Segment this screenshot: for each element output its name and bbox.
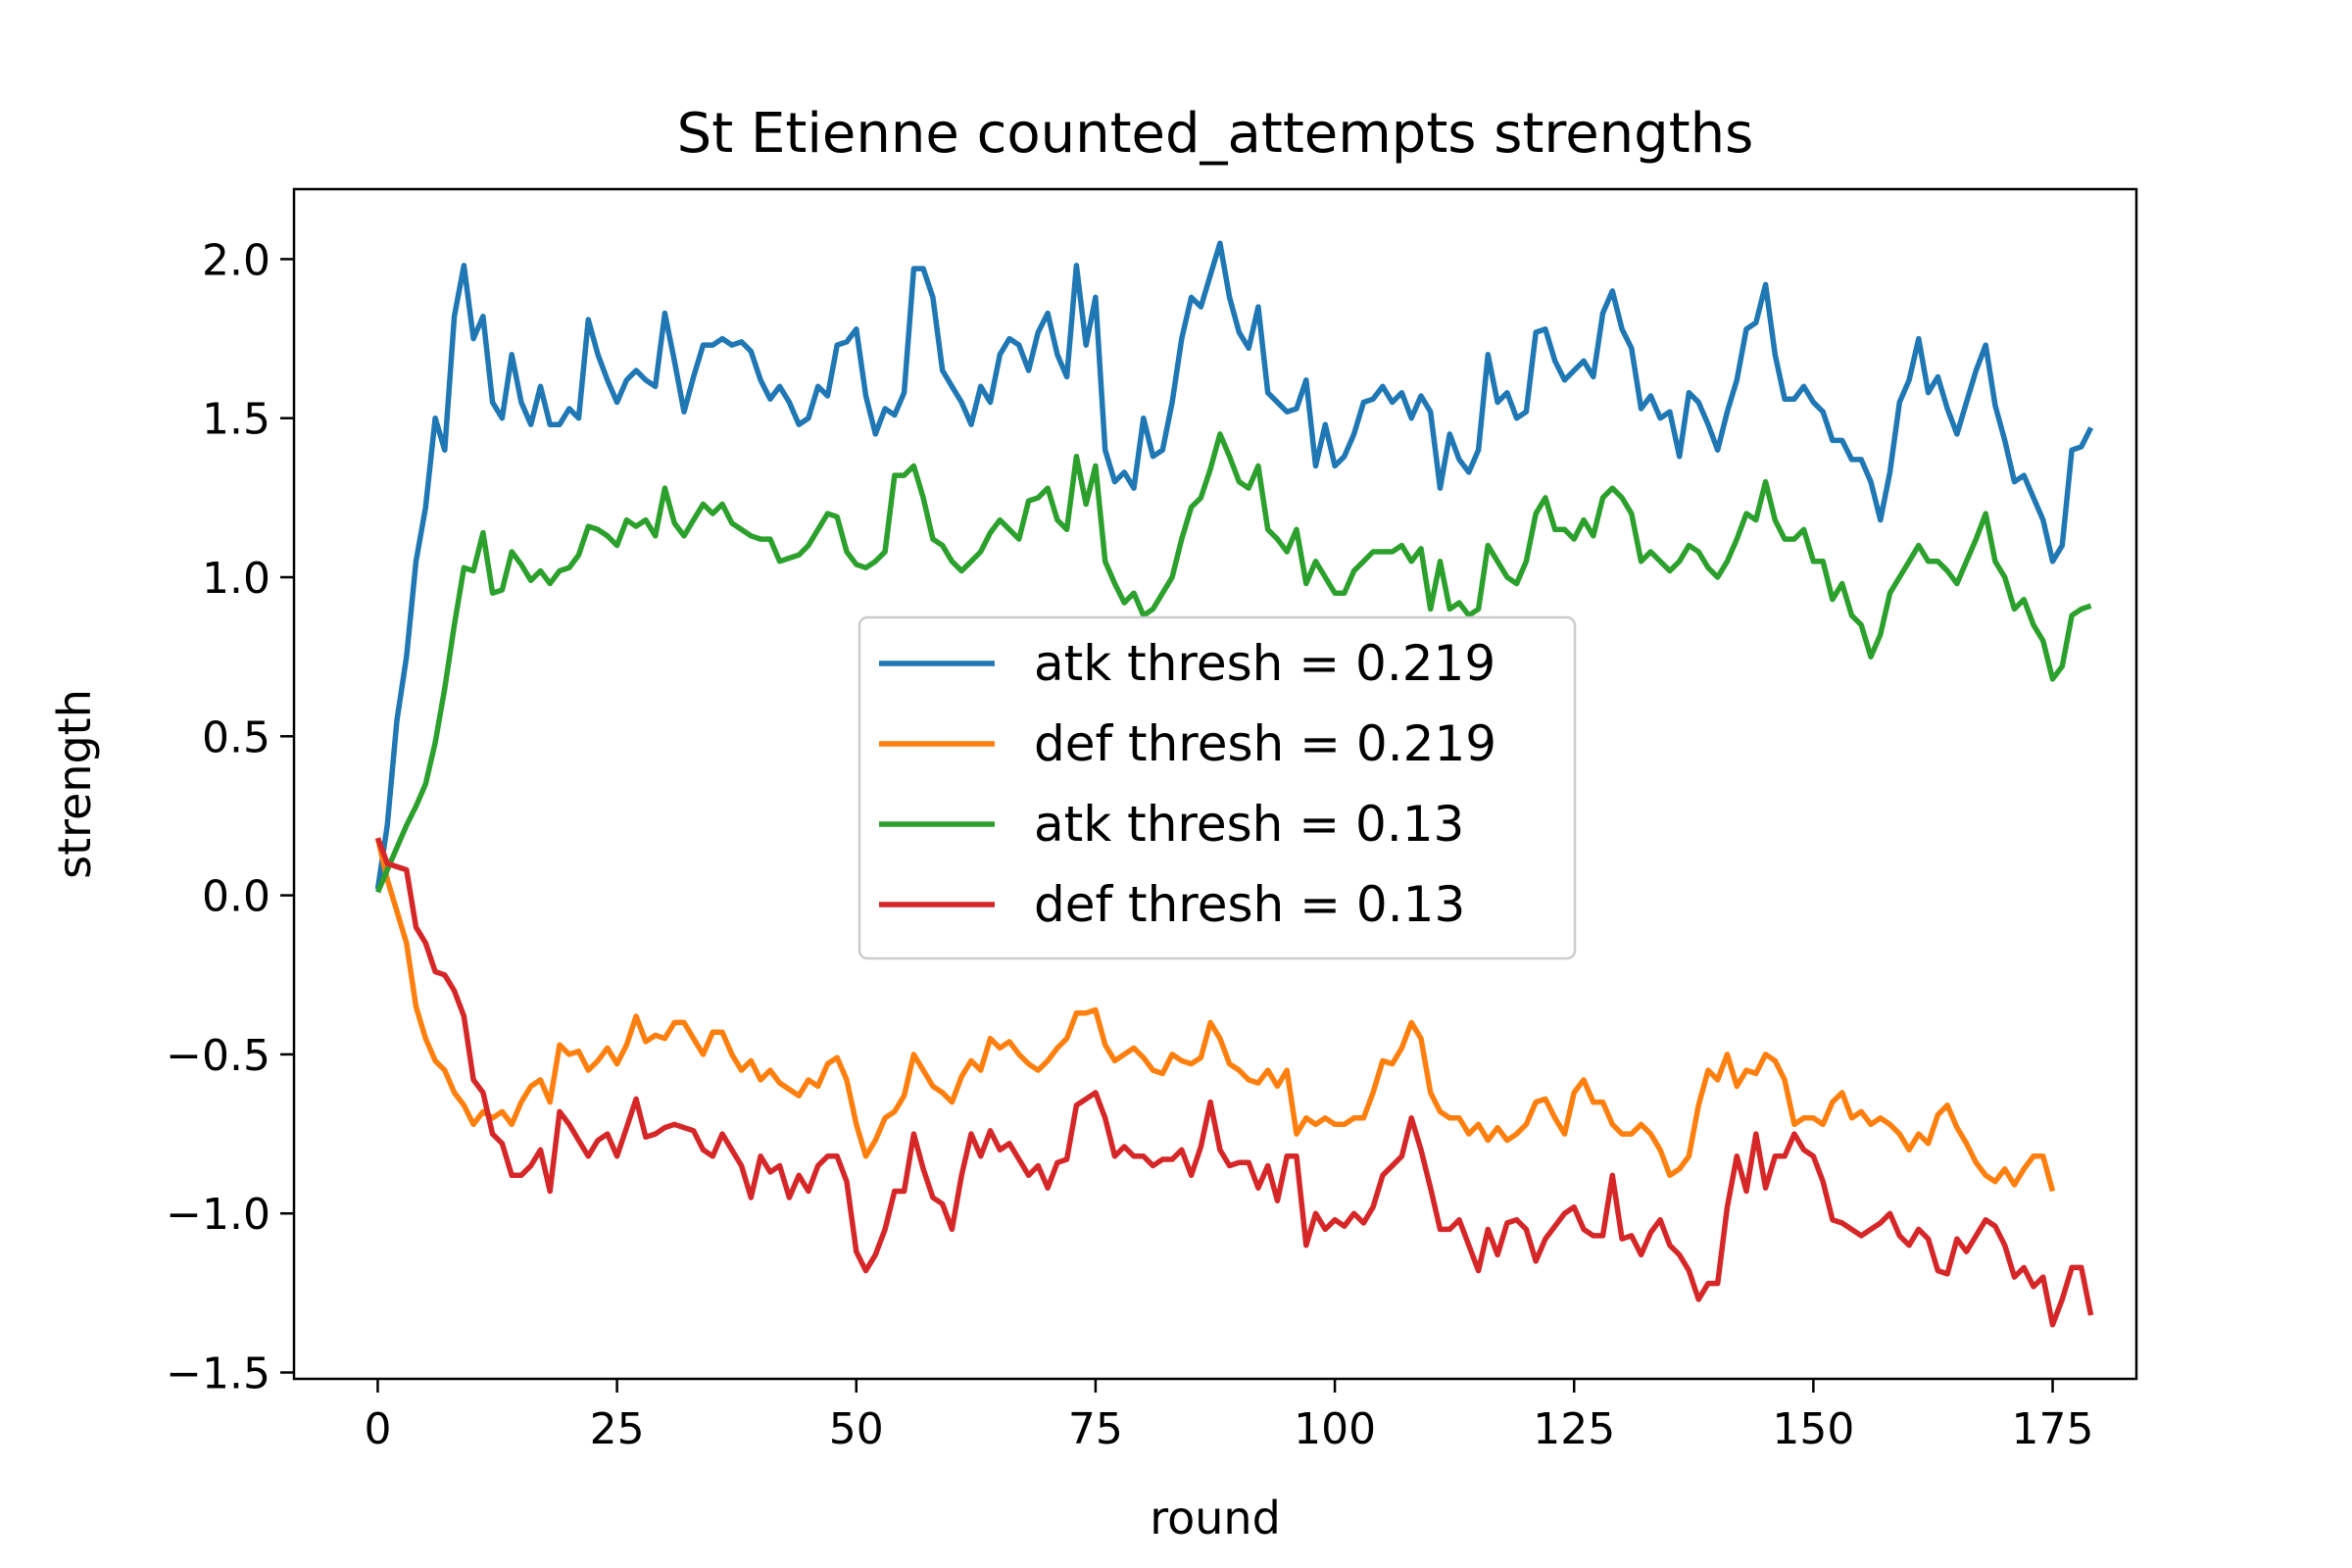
y-tick-label: 0.0 [202, 872, 270, 922]
x-tick-label: 175 [2012, 1404, 2094, 1454]
series-line-4 [374, 837, 2094, 1328]
x-tick-label: 0 [364, 1404, 391, 1454]
y-tick-label: 1.0 [202, 554, 270, 604]
series-layer [374, 240, 2094, 1328]
legend-label-3: atk thresh = 0.13 [1034, 796, 1464, 853]
x-tick-label: 50 [829, 1404, 884, 1454]
series-line-1 [374, 240, 2094, 890]
x-tick-label: 100 [1294, 1404, 1376, 1454]
y-tick-label: −1.5 [166, 1349, 270, 1399]
legend-label-4: def thresh = 0.13 [1034, 876, 1465, 933]
y-axis: −1.5 −1.0 −0.5 0.0 0.5 1.0 1.5 2.0 [166, 235, 294, 1399]
y-tick-label: 2.0 [202, 235, 270, 285]
series-line-3 [374, 431, 2092, 894]
x-tick-label: 75 [1068, 1404, 1123, 1454]
legend: atk thresh = 0.219 def thresh = 0.219 atk … [858, 615, 1577, 960]
y-tick-label: 1.5 [202, 395, 270, 445]
series-line-2 [374, 837, 2056, 1193]
y-tick-label: −0.5 [166, 1031, 270, 1081]
legend-label-2: def thresh = 0.219 [1034, 715, 1496, 772]
x-tick-label: 25 [590, 1404, 645, 1454]
legend-label-1: atk thresh = 0.219 [1034, 635, 1495, 692]
y-tick-label: 0.5 [202, 712, 270, 762]
legend-box [858, 615, 1577, 960]
chart-title: St Etienne counted_attempts strengths [677, 102, 1754, 166]
x-axis: 0 25 50 75 100 125 150 175 [364, 1379, 2094, 1454]
y-axis-label: strength [48, 689, 101, 879]
x-tick-label: 125 [1533, 1404, 1615, 1454]
x-axis-label: round [1150, 1492, 1281, 1544]
plot-area [374, 240, 2094, 1328]
x-tick-label: 150 [1772, 1404, 1854, 1454]
plot-frame [292, 187, 2138, 1381]
y-tick-label: −1.0 [166, 1190, 270, 1240]
